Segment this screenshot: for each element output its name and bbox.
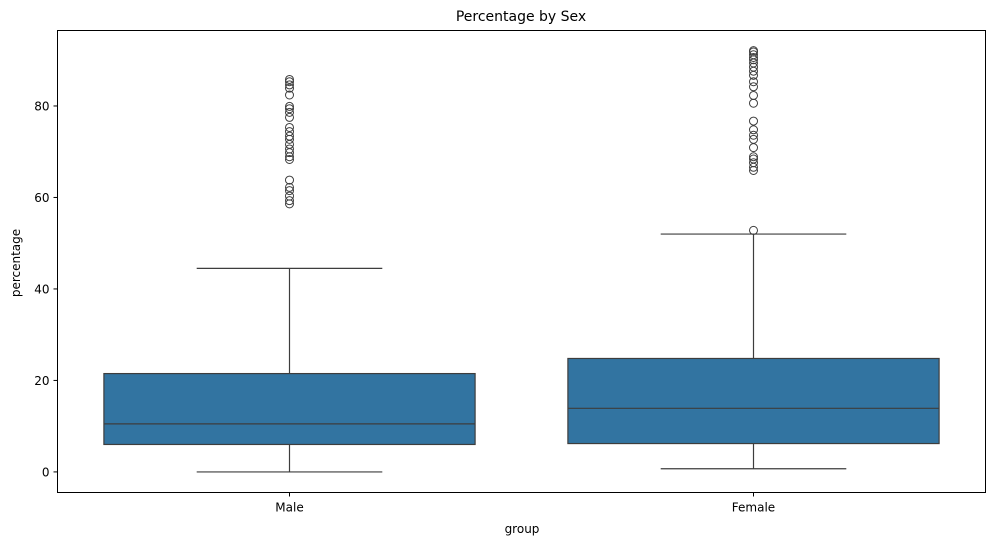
female-outlier-point <box>749 225 758 235</box>
x-tick-label: Female <box>732 501 775 515</box>
female-outlier-point <box>749 152 758 162</box>
female-outlier-point <box>749 154 758 164</box>
male-outlier-point <box>285 154 294 164</box>
female-outlier-point <box>749 77 758 87</box>
male-outlier-point <box>285 104 294 114</box>
male-box <box>103 372 476 446</box>
male-outlier-point <box>285 112 294 122</box>
female-outlier-point <box>749 98 758 108</box>
male-outlier-point <box>285 191 294 201</box>
y-tick-label: 0 <box>42 465 50 479</box>
y-tick-label: 20 <box>34 374 49 388</box>
male-outlier-point <box>285 144 294 154</box>
female-box <box>567 357 940 445</box>
plot-frame <box>57 30 986 493</box>
male-outlier-point <box>285 101 294 111</box>
male-outlier-point <box>285 122 294 132</box>
y-tick-label: 80 <box>34 99 49 113</box>
male-outlier-point <box>285 175 294 185</box>
male-outlier-point <box>285 83 294 93</box>
male-outlier-point <box>285 131 294 141</box>
male-outlier-point <box>285 186 294 196</box>
male-outlier-point <box>285 80 294 90</box>
female-outlier-point <box>749 134 758 144</box>
x-tick-label: Male <box>275 501 303 515</box>
female-outlier-point <box>749 90 758 100</box>
x-axis-label: group <box>505 522 540 536</box>
female-outlier-point <box>749 143 758 153</box>
female-outlier-point <box>749 116 758 126</box>
male-outlier-point <box>285 107 294 117</box>
male-outlier-point <box>285 182 294 192</box>
female-outlier-point <box>749 50 758 60</box>
female-outlier-point <box>749 82 758 92</box>
y-tick-label: 40 <box>34 282 49 296</box>
plot-area: 0 20 40 60 80 Male Female <box>34 46 940 515</box>
male-outlier-point <box>285 196 294 206</box>
male-outlier-point <box>285 127 294 137</box>
female-outlier-point <box>749 125 758 135</box>
female-outlier-point <box>749 46 758 56</box>
female-outlier-point <box>749 52 758 62</box>
female-outlier-point <box>749 62 758 72</box>
male-outlier-point <box>285 77 294 87</box>
chart-title: Percentage by Sex <box>456 9 586 25</box>
female-outlier-point <box>749 158 758 168</box>
male-outlier-point <box>285 90 294 100</box>
female-outlier-point <box>749 130 758 140</box>
y-axis-label: percentage <box>9 229 23 297</box>
y-tick-label: 60 <box>34 191 49 205</box>
male-outlier-point <box>285 74 294 84</box>
